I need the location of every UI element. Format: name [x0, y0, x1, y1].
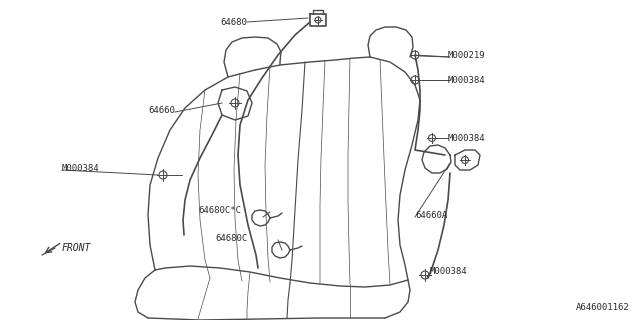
- Text: FRONT: FRONT: [62, 243, 92, 253]
- Text: M000384: M000384: [448, 133, 486, 142]
- Text: 64660A: 64660A: [415, 211, 447, 220]
- Text: 64680C*C: 64680C*C: [198, 205, 241, 214]
- Text: M000384: M000384: [62, 164, 100, 172]
- Text: M000219: M000219: [448, 51, 486, 60]
- Text: A646001162: A646001162: [576, 303, 630, 313]
- Text: 64680C: 64680C: [215, 234, 247, 243]
- Text: M000384: M000384: [430, 268, 468, 276]
- Text: 64680: 64680: [220, 18, 247, 27]
- Text: M000384: M000384: [448, 76, 486, 84]
- Text: 64660: 64660: [148, 106, 175, 115]
